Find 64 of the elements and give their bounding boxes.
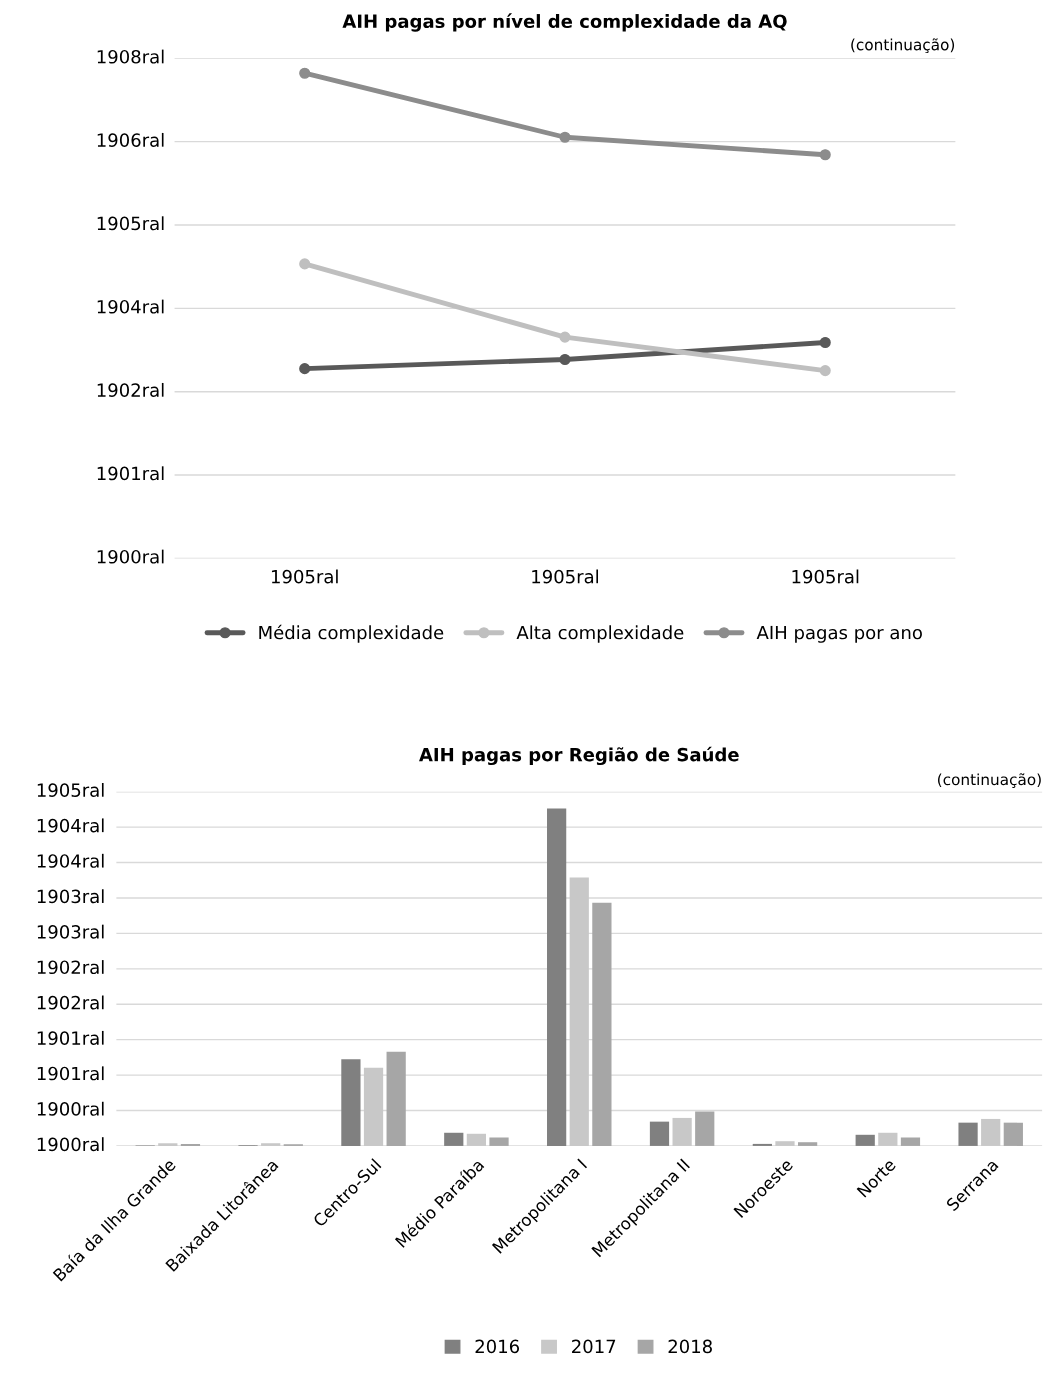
text: 1902ral — [97, 382, 164, 397]
bar — [797, 1142, 818, 1146]
point — [299, 258, 311, 270]
x-tick-label: 1905ral — [271, 569, 338, 584]
text: 1906ral — [97, 132, 164, 147]
legend-label: 2016 — [475, 1339, 520, 1354]
x-tick-label: 1905ral — [792, 569, 859, 584]
text: 1904ral — [37, 818, 104, 833]
bar — [981, 1118, 1001, 1146]
point — [819, 149, 831, 161]
bar — [958, 1122, 978, 1146]
point — [559, 353, 571, 366]
bar — [158, 1143, 178, 1146]
text: 1901ral — [97, 466, 164, 481]
chart-title: AIH pagas por Região de Saúde — [419, 746, 739, 766]
bar — [649, 1121, 670, 1146]
text: 1901ral — [37, 1030, 104, 1045]
text: 1902ral — [37, 960, 104, 975]
bar — [569, 877, 589, 1146]
point — [819, 365, 831, 377]
text: (continuação) — [938, 773, 1041, 788]
bar — [341, 1059, 361, 1146]
bar — [466, 1133, 487, 1146]
text: 1908ral — [97, 49, 164, 64]
text: 1902ral — [37, 995, 104, 1010]
bar — [1003, 1122, 1023, 1146]
point — [559, 331, 571, 343]
bar — [752, 1143, 772, 1146]
bar — [363, 1067, 384, 1146]
bar — [592, 902, 612, 1146]
bar — [180, 1143, 201, 1146]
chart-title: AIH pagas por nível de complexidade da AQ — [342, 13, 787, 32]
text: (continuação) — [851, 38, 955, 54]
point — [819, 336, 831, 349]
text: 1901ral — [37, 1066, 104, 1081]
legend-label: 2017 — [572, 1339, 616, 1354]
bar — [900, 1137, 921, 1146]
text: 1904ral — [37, 853, 104, 868]
legend-label: Alta complexidade — [516, 625, 684, 643]
text: 1900ral — [37, 1101, 104, 1116]
point — [559, 131, 571, 143]
text: 1905ral — [97, 216, 164, 231]
point — [299, 67, 311, 79]
legend-label: Média complexidade — [259, 624, 444, 643]
bar — [386, 1051, 406, 1146]
bar — [444, 1132, 464, 1146]
bar — [695, 1111, 715, 1146]
legend-label: 2018 — [668, 1339, 712, 1354]
bar — [775, 1141, 795, 1146]
bar — [672, 1117, 692, 1146]
text: 1900ral — [97, 549, 164, 564]
bar — [489, 1137, 509, 1146]
legend-label: AIH pagas por ano — [756, 625, 922, 643]
text: 1903ral — [37, 889, 104, 904]
bar — [878, 1132, 898, 1146]
x-tick-label: 1905ral — [532, 569, 599, 584]
bar — [261, 1143, 281, 1146]
bar — [547, 808, 567, 1146]
bar — [855, 1134, 875, 1146]
text: 1904ral — [97, 299, 164, 314]
text: 1900ral — [37, 1137, 104, 1152]
point — [299, 363, 311, 375]
text: 1903ral — [37, 924, 104, 939]
text: 1905ral — [37, 782, 104, 797]
